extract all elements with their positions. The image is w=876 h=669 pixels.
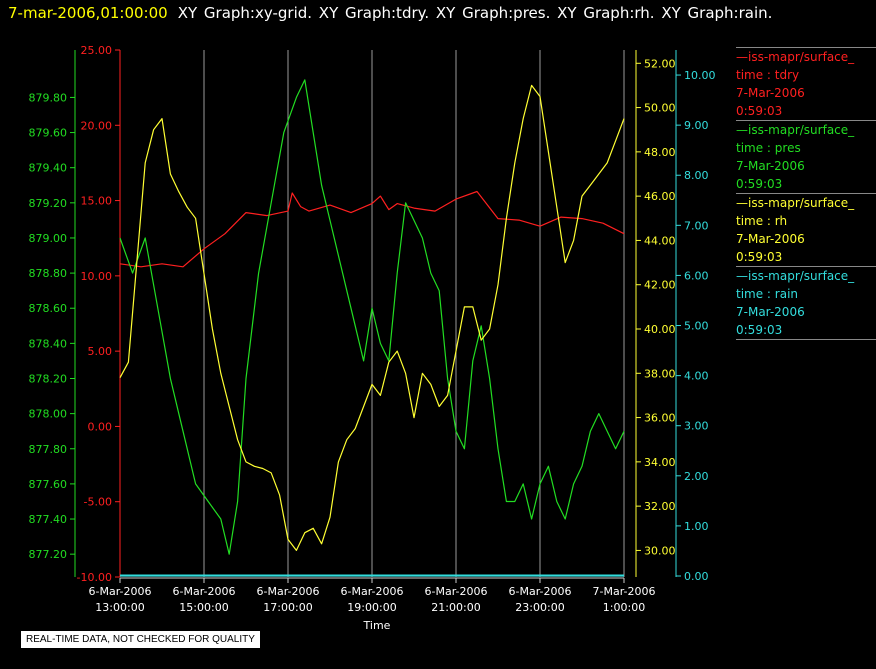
legend-date: 7-Mar-2006 <box>736 86 805 100</box>
x-tick-date: 6-Mar-2006 <box>425 585 488 598</box>
legend-series-name: —iss-mapr/surface_ <box>736 123 855 137</box>
rh-tick-label: 32.00 <box>644 500 676 513</box>
x-tick-time: 13:00:00 <box>95 601 144 614</box>
pres-tick-label: 878.00 <box>29 408 68 421</box>
x-tick-time: 21:00:00 <box>431 601 480 614</box>
x-tick-time: 17:00:00 <box>263 601 312 614</box>
pres-tick-label: 879.80 <box>29 91 68 104</box>
tdry-tick-label: 15.00 <box>81 195 113 208</box>
legend: —iss-mapr/surface_ time : tdry 7-Mar-200… <box>736 47 876 341</box>
rain-tick-label: 4.00 <box>684 370 709 383</box>
x-tick-date: 7-Mar-2006 <box>593 585 656 598</box>
title-graph-list: XY Graph:xy-grid. XY Graph:tdry. XY Grap… <box>177 4 773 22</box>
rain-tick-label: 0.00 <box>684 570 709 583</box>
x-tick-date: 6-Mar-2006 <box>341 585 404 598</box>
legend-entry: —iss-mapr/surface_ time : pres 7-Mar-200… <box>736 120 876 193</box>
legend-date: 7-Mar-2006 <box>736 232 805 246</box>
rain-tick-label: 9.00 <box>684 119 709 132</box>
legend-time: 0:59:03 <box>736 177 783 191</box>
x-axis-label: Time <box>363 619 391 632</box>
rain-tick-label: 8.00 <box>684 169 709 182</box>
x-tick-time: 19:00:00 <box>347 601 396 614</box>
title-bar: 7-mar-2006,01:00:00 XY Graph:xy-grid. XY … <box>8 4 772 22</box>
x-tick-date: 6-Mar-2006 <box>89 585 152 598</box>
pres-tick-label: 878.20 <box>29 372 68 385</box>
series-line-pres <box>119 79 625 555</box>
rh-tick-label: 42.00 <box>644 279 676 292</box>
legend-entry: —iss-mapr/surface_ time : rain 7-Mar-200… <box>736 266 876 339</box>
quality-disclaimer: REAL-TIME DATA, NOT CHECKED FOR QUALITY <box>20 630 261 649</box>
title-timestamp: 7-mar-2006,01:00:00 <box>8 4 168 22</box>
xy-chart: 877.20 877.40 877.60 877.80 878.00 878.20 878.… <box>29 44 716 632</box>
legend-date: 7-Mar-2006 <box>736 159 805 173</box>
tdry-tick-label: 5.00 <box>88 345 113 358</box>
pres-tick-label: 878.60 <box>29 302 68 315</box>
rain-tick-label: 2.00 <box>684 470 709 483</box>
legend-time: 0:59:03 <box>736 323 783 337</box>
pres-tick-label: 877.60 <box>29 478 68 491</box>
pres-tick-label: 878.80 <box>29 267 68 280</box>
rh-tick-label: 44.00 <box>644 234 676 247</box>
rh-tick-label: 52.00 <box>644 57 676 70</box>
legend-field: time : pres <box>736 141 801 155</box>
pres-tick-label: 878.40 <box>29 337 68 350</box>
legend-field: time : rain <box>736 287 799 301</box>
rh-tick-label: 36.00 <box>644 412 676 425</box>
legend-entry: —iss-mapr/surface_ time : tdry 7-Mar-200… <box>736 47 876 120</box>
pres-tick-label: 879.20 <box>29 197 68 210</box>
legend-entry: —iss-mapr/surface_ time : rh 7-Mar-2006 … <box>736 193 876 266</box>
tdry-tick-label: 10.00 <box>81 270 113 283</box>
pres-tick-label: 879.00 <box>29 232 68 245</box>
pres-tick-label: 877.40 <box>29 513 68 526</box>
x-tick-date: 6-Mar-2006 <box>509 585 572 598</box>
rain-tick-label: 6.00 <box>684 269 709 282</box>
legend-field: time : rh <box>736 214 788 228</box>
pres-tick-label: 879.60 <box>29 127 68 140</box>
tdry-tick-label: 20.00 <box>81 119 113 132</box>
x-tick-date: 6-Mar-2006 <box>173 585 236 598</box>
legend-time: 0:59:03 <box>736 250 783 264</box>
tdry-tick-label: 0.00 <box>88 420 113 433</box>
rh-tick-label: 48.00 <box>644 146 676 159</box>
legend-date: 7-Mar-2006 <box>736 305 805 319</box>
rain-tick-label: 1.00 <box>684 520 709 533</box>
pres-tick-label: 877.20 <box>29 548 68 561</box>
tdry-tick-label: -10.00 <box>77 571 112 584</box>
x-tick-date: 6-Mar-2006 <box>257 585 320 598</box>
rh-tick-label: 38.00 <box>644 367 676 380</box>
rh-tick-label: 50.00 <box>644 102 676 115</box>
rain-tick-label: 10.00 <box>684 69 716 82</box>
legend-series-name: —iss-mapr/surface_ <box>736 269 855 283</box>
series-line-rh <box>119 84 625 552</box>
rh-tick-label: 34.00 <box>644 456 676 469</box>
legend-time: 0:59:03 <box>736 104 783 118</box>
tdry-tick-label: 25.00 <box>81 44 113 57</box>
rain-tick-label: 7.00 <box>684 219 709 232</box>
rh-tick-label: 40.00 <box>644 323 676 336</box>
rh-tick-label: 46.00 <box>644 190 676 203</box>
series-line-tdry <box>119 190 625 268</box>
legend-series-name: —iss-mapr/surface_ <box>736 50 855 64</box>
x-tick-time: 1:00:00 <box>603 601 645 614</box>
pres-tick-label: 877.80 <box>29 443 68 456</box>
rain-tick-label: 5.00 <box>684 320 709 333</box>
rh-tick-label: 30.00 <box>644 544 676 557</box>
tdry-tick-label: -5.00 <box>84 496 112 509</box>
legend-field: time : tdry <box>736 68 800 82</box>
legend-series-name: —iss-mapr/surface_ <box>736 196 855 210</box>
legend-divider <box>736 339 876 341</box>
x-tick-time: 15:00:00 <box>179 601 228 614</box>
pres-tick-label: 879.40 <box>29 162 68 175</box>
x-tick-time: 23:00:00 <box>515 601 564 614</box>
rain-tick-label: 3.00 <box>684 420 709 433</box>
